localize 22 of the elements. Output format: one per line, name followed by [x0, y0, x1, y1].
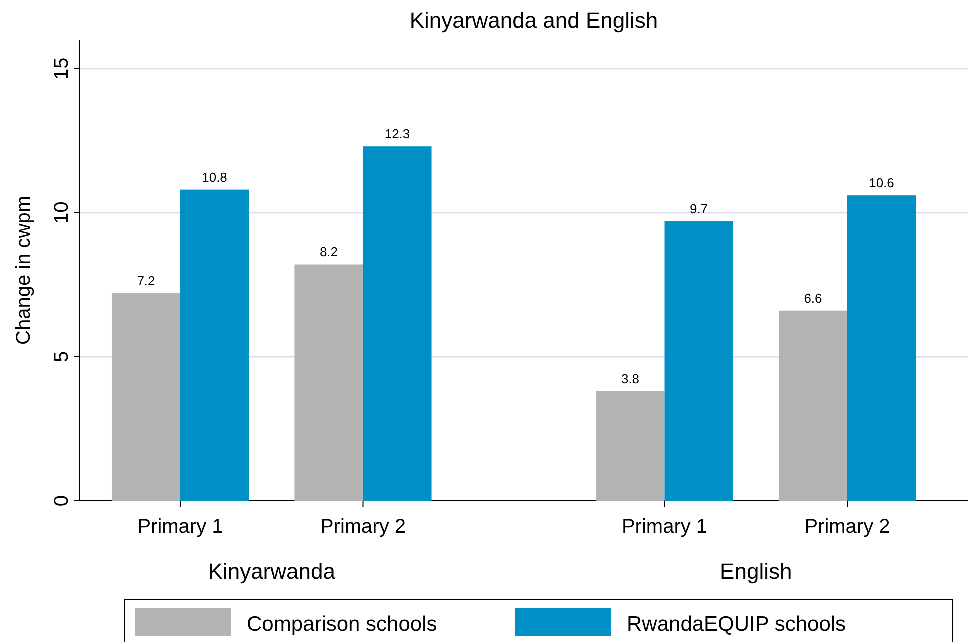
- legend-label: RwandaEQUIP schools: [627, 613, 846, 636]
- text: Kinyarwanda: [208, 559, 336, 584]
- y-tick-label: 5: [51, 351, 73, 362]
- data-label: 12.3: [384, 126, 410, 142]
- data-label: 9.7: [690, 202, 708, 217]
- y-tick-label: 15: [51, 58, 73, 80]
- x-tick-label: Primary 2: [804, 516, 890, 538]
- data-label: 7.2: [137, 274, 156, 289]
- x-tick-label: Primary 1: [622, 516, 708, 538]
- text: English: [720, 559, 792, 584]
- y-tick-label: 0: [51, 495, 73, 507]
- x-tick-label: Primary 2: [320, 516, 406, 538]
- data-label: 10.8: [202, 170, 228, 185]
- chart-title: Kinyarwanda and English: [410, 8, 658, 33]
- y-axis-title: Change in cwpm: [13, 196, 35, 345]
- data-label: 6.6: [804, 290, 822, 306]
- data-label: 3.8: [621, 372, 640, 387]
- legend-label: Comparison schools: [247, 613, 438, 636]
- y-tick-label: 10: [51, 202, 73, 224]
- x-tick-label: Primary 1: [138, 516, 224, 538]
- data-label: 10.6: [869, 176, 894, 191]
- data-label: 8.2: [320, 244, 338, 260]
